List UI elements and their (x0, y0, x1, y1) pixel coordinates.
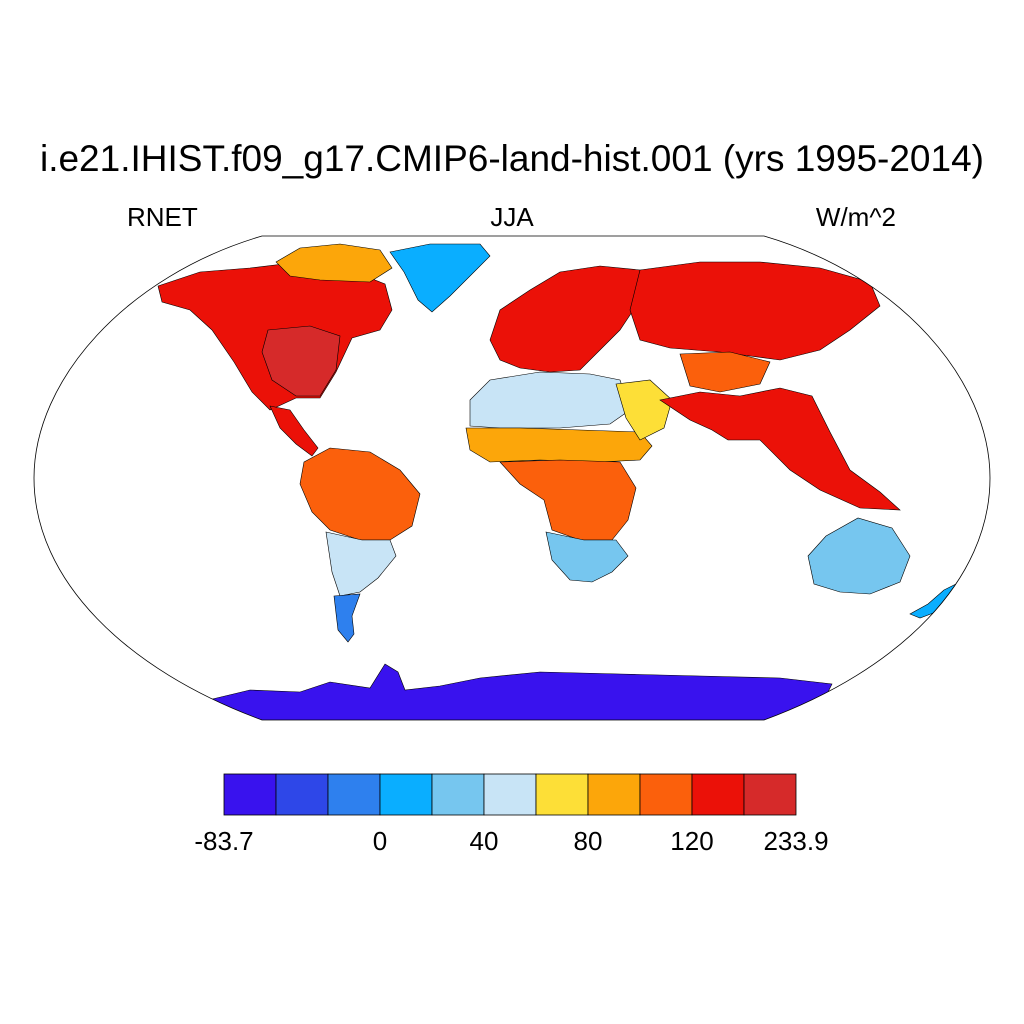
colorbar-label-4: 120 (670, 826, 714, 856)
colorbar-box-1 (275, 773, 329, 816)
colorbar-box-2 (327, 773, 381, 816)
season-label: JJA (490, 202, 534, 232)
region-central-america (269, 405, 319, 457)
colorbar-label-5: 233.9 (763, 826, 829, 856)
land-layer (157, 243, 957, 720)
colorbar-box-8 (639, 773, 693, 816)
region-greenland (389, 243, 491, 313)
plot-title: i.e21.IHIST.f09_g17.CMIP6-land-hist.001 … (39, 138, 984, 179)
region-amazon (299, 447, 421, 541)
variable-label: RNET (127, 202, 198, 232)
region-sahel (465, 427, 653, 463)
region-sahara (469, 371, 631, 429)
colorbar-box-3 (379, 773, 433, 816)
colorbar-box-4 (431, 773, 485, 816)
region-patagonia (333, 593, 361, 643)
colorbar-label-3: 80 (573, 826, 603, 856)
colorbar-box-7 (587, 773, 641, 816)
globe-outline (33, 235, 991, 721)
colorbar (223, 773, 797, 816)
colorbar-label-2: 40 (469, 826, 499, 856)
colorbar-box-6 (535, 773, 589, 816)
region-southern-africa (545, 531, 629, 583)
colorbar-box-5 (483, 773, 537, 816)
region-south-south-america (325, 531, 397, 597)
colorbar-label-1: 0 (372, 826, 388, 856)
units-label: W/m^2 (815, 202, 896, 232)
region-arctic-canada (275, 243, 393, 283)
region-central-africa (499, 459, 637, 541)
region-eastern-us (261, 325, 341, 397)
region-europe (489, 265, 641, 373)
colorbar-box-9 (691, 773, 745, 816)
region-antarctica (199, 663, 833, 720)
region-australia (807, 517, 911, 595)
colorbar-box-10 (743, 773, 797, 816)
colorbar-label-0: -83.7 (194, 826, 254, 856)
colorbar-box-0 (223, 773, 277, 816)
region-india-se-asia (659, 387, 901, 511)
region-arabia (615, 379, 673, 441)
region-tibet (679, 351, 771, 393)
region-siberia (629, 261, 881, 361)
